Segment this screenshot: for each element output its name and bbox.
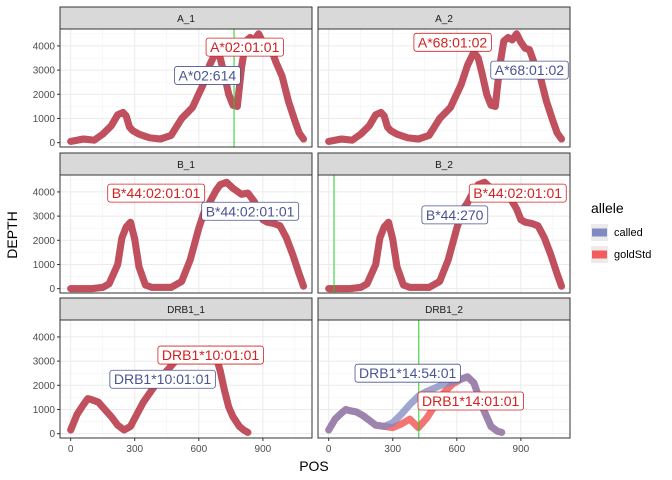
x-tick-label: 600 xyxy=(190,444,207,455)
allele-label-goldstd-box xyxy=(413,32,492,52)
allele-label-goldstd-box xyxy=(205,37,284,57)
x-tick-label: 0 xyxy=(68,444,74,455)
facet-panel-drb1_1: DRB1_1 DRB1*10:01:01 DRB1*10:01:01 0 1000 200… xyxy=(33,297,313,455)
y-tick-label: 2000 xyxy=(33,236,56,247)
allele-label-goldstd: DRB1*10:01:01 xyxy=(157,345,264,365)
allele-label-goldstd: DRB1*14:01:01 xyxy=(417,391,524,411)
y-tick-label: 3000 xyxy=(33,212,56,223)
x-tick-label: 300 xyxy=(384,444,401,455)
y-tick-label: 0 xyxy=(49,284,55,295)
y-tick-label: 0 xyxy=(49,429,55,440)
allele-label-goldstd: B*44:02:01:01 xyxy=(468,183,567,203)
facet-strip-label: A_2 xyxy=(435,14,453,25)
allele-label-called-text: B*44:02:01:01 xyxy=(206,203,295,219)
facet-panel-b_1: B_1 B*44:02:01:01 B*44:02:01:01 0 1000 2000 30… xyxy=(33,152,313,295)
allele-label-goldstd-text: B*44:02:01:01 xyxy=(473,185,562,201)
allele-label-goldstd-text: A*02:01:01 xyxy=(210,39,279,55)
allele-label-called-box xyxy=(421,205,489,225)
y-tick-label: 1000 xyxy=(33,260,56,271)
allele-label-called-box xyxy=(201,201,300,221)
allele-label-called-text: B*44:270 xyxy=(426,207,484,223)
allele-label-goldstd-text: DRB1*10:01:01 xyxy=(162,347,260,363)
panels-layer: A_1A*02:01:01A*02:61401000200030004000A_… xyxy=(33,6,571,455)
y-tick-label: 3000 xyxy=(33,357,56,368)
allele-label-goldstd-box xyxy=(468,183,567,203)
x-tick-label: 900 xyxy=(513,444,530,455)
panel-border xyxy=(317,319,571,439)
y-tick-label: 4000 xyxy=(33,41,56,52)
x-tick-label: 300 xyxy=(126,444,143,455)
y-tick-label: 4000 xyxy=(33,187,56,198)
panel-border xyxy=(59,174,313,294)
allele-label-goldstd-text: B*44:02:01:01 xyxy=(112,185,201,201)
facet-panel-b_2: B_2 B*44:02:01:01 B*44:270 xyxy=(317,152,571,294)
y-tick-label: 2000 xyxy=(33,381,56,392)
facet-strip-label: DRB1_2 xyxy=(425,305,463,316)
panel-border xyxy=(317,174,571,294)
y-tick-label: 2000 xyxy=(33,90,56,101)
allele-label-called: A*02:614 xyxy=(174,66,241,85)
facet-strip-label: A_1 xyxy=(177,14,195,25)
allele-label-called: A*68:01:02 xyxy=(490,60,569,80)
allele-label-goldstd-text: A*68:01:02 xyxy=(418,34,487,50)
y-axis-title: DEPTH xyxy=(4,211,20,258)
allele-label-called-box xyxy=(354,363,461,383)
allele-label-called: DRB1*10:01:01 xyxy=(109,369,216,389)
y-tick-label: 1000 xyxy=(33,114,56,125)
allele-label-called-box xyxy=(109,369,216,389)
y-tick-label: 1000 xyxy=(33,405,56,416)
facet-strip-label: DRB1_1 xyxy=(167,305,205,316)
facet-strip-label: B_2 xyxy=(435,160,453,171)
series-line-called xyxy=(325,30,565,145)
facet-panel-drb1_2: DRB1_2 DRB1*14:01:01 DRB1*14:54:01 0 300 600 9… xyxy=(317,297,571,455)
y-tick-label: 4000 xyxy=(33,332,56,343)
facet-strip-label: B_1 xyxy=(177,160,195,171)
panel-border xyxy=(59,28,313,148)
y-tick-label: 3000 xyxy=(33,66,56,77)
allele-label-called: DRB1*14:54:01 xyxy=(354,363,461,383)
allele-label-called: B*44:02:01:01 xyxy=(201,201,300,221)
allele-label-goldstd-box xyxy=(417,391,524,411)
allele-label-goldstd-text: DRB1*14:01:01 xyxy=(422,393,520,409)
x-tick-label: 600 xyxy=(448,444,465,455)
legend-title: allele xyxy=(591,200,624,216)
y-tick-label: 0 xyxy=(49,138,55,149)
panel-border xyxy=(59,319,313,439)
x-tick-label: 900 xyxy=(255,444,272,455)
x-tick-label: 0 xyxy=(326,444,332,455)
legend-label-called: called xyxy=(614,227,643,239)
allele-label-called-text: A*68:01:02 xyxy=(495,62,564,78)
legend: allele called goldStd xyxy=(591,200,651,263)
allele-label-goldstd: B*44:02:01:01 xyxy=(107,183,206,203)
allele-label-called-text: DRB1*10:01:01 xyxy=(114,371,212,387)
allele-label-called-text: DRB1*14:54:01 xyxy=(359,365,457,381)
x-axis-title: POS xyxy=(299,458,329,474)
allele-label-goldstd: A*68:01:02 xyxy=(413,32,492,52)
facet-panel-a_1: A_1 A*02:01:01 A*02:614 0 1000 2000 3000 4000 xyxy=(33,6,313,149)
allele-label-goldstd: A*02:01:01 xyxy=(205,37,284,57)
allele-label-goldstd-box xyxy=(107,183,206,203)
legend-label-goldstd: goldStd xyxy=(614,249,651,261)
allele-label-called-box xyxy=(174,66,241,85)
allele-label-called-box xyxy=(490,60,569,80)
allele-label-called: B*44:270 xyxy=(421,205,489,225)
allele-label-goldstd-box xyxy=(157,345,264,365)
panel-border xyxy=(317,28,571,148)
allele-label-called-text: A*02:614 xyxy=(179,67,237,83)
facet-panel-a_2: A_2 A*68:01:02 A*68:01:02 xyxy=(317,6,571,148)
